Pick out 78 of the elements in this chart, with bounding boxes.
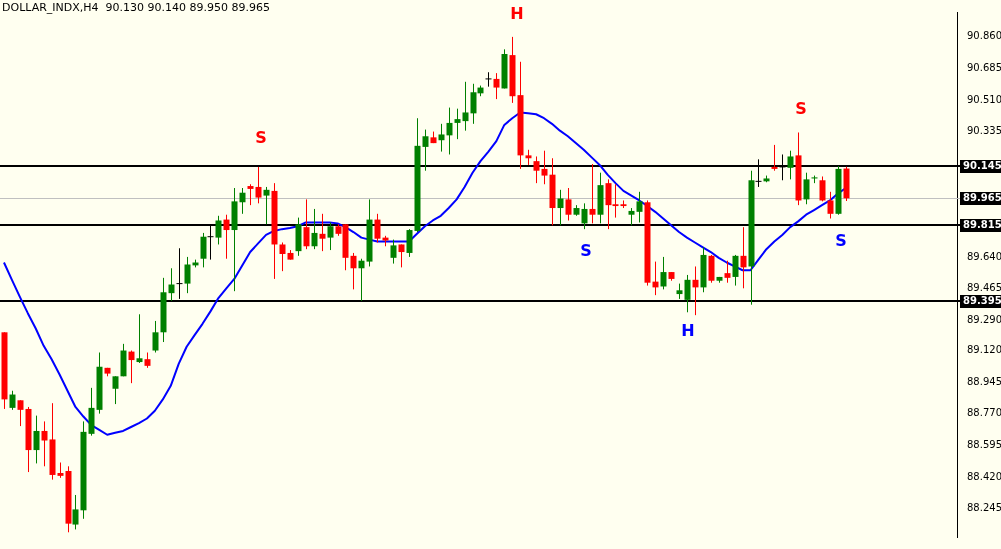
- chart-title: DOLLAR_INDX,H4 90.130 90.140 89.950 89.965: [2, 1, 270, 15]
- annotation: S: [580, 241, 592, 261]
- candlestick: [454, 108, 461, 140]
- candlestick: [255, 166, 262, 204]
- y-tick-label: 90.510: [967, 93, 1001, 105]
- candlestick: [33, 415, 40, 464]
- candlestick: [72, 494, 79, 530]
- annotation: S: [835, 231, 847, 251]
- candlestick: [827, 191, 834, 219]
- candlestick: [239, 187, 246, 215]
- candlestick: [684, 274, 691, 313]
- ref-line-label: 89.965: [963, 192, 1001, 204]
- y-tick-label: 89.290: [967, 313, 1001, 325]
- candlestick: [819, 175, 826, 202]
- candlestick: [462, 81, 469, 132]
- candlestick: [557, 189, 564, 226]
- y-tick-label: 90.335: [967, 125, 1001, 137]
- annotation: H: [510, 4, 524, 24]
- y-tick-label: 88.945: [967, 375, 1001, 387]
- candlestick: [533, 155, 540, 184]
- candlestick: [152, 320, 159, 353]
- candlestick: [446, 107, 453, 155]
- candlestick: [374, 213, 381, 243]
- candlestick: [422, 129, 429, 172]
- candlestick: [358, 258, 365, 302]
- candlestick: [112, 375, 119, 405]
- candlestick: [660, 256, 667, 290]
- candlestick: [493, 72, 500, 100]
- candlestick: [200, 232, 207, 268]
- candlestick: [541, 150, 548, 185]
- candlestick: [740, 226, 747, 289]
- candlestick: [128, 350, 135, 384]
- candlestick: [485, 71, 492, 88]
- candlestick: [692, 265, 699, 316]
- candlestick: [168, 267, 175, 302]
- candlestick: [398, 243, 405, 268]
- candlestick: [184, 256, 191, 294]
- candlestick: [636, 191, 643, 223]
- candlestick: [319, 213, 326, 252]
- candlestick: [589, 163, 596, 224]
- y-tick-label: 88.420: [967, 470, 1001, 482]
- y-tick-label: 88.245: [967, 502, 1001, 514]
- candlestick: [279, 241, 286, 272]
- annotation: S: [255, 128, 267, 148]
- candlestick: [311, 208, 318, 250]
- annotation: S: [795, 99, 807, 119]
- candlestick: [803, 172, 810, 205]
- candlestick: [9, 390, 16, 411]
- candlestick: [581, 202, 588, 230]
- candlestick: [247, 183, 254, 206]
- ref-line-label: 89.395: [963, 295, 1001, 307]
- y-tick-label: 90.685: [967, 62, 1001, 74]
- ref-line-label: 89.815: [963, 219, 1001, 231]
- y-tick-label: 89.465: [967, 282, 1001, 294]
- candlestick: [406, 228, 413, 258]
- y-tick-label: 90.860: [967, 30, 1001, 42]
- candlestick: [771, 144, 778, 172]
- candlestick: [136, 313, 143, 364]
- candlestick: [350, 252, 357, 290]
- candlestick: [263, 186, 270, 225]
- candlestick: [724, 260, 731, 284]
- candlestick: [565, 187, 572, 221]
- candlestick: [390, 239, 397, 265]
- candlestick: [41, 420, 48, 467]
- candlestick: [438, 123, 445, 153]
- candlestick: [732, 254, 739, 287]
- candlestick: [223, 214, 230, 260]
- y-tick-label: 88.595: [967, 438, 1001, 450]
- y-tick-label: 89.120: [967, 344, 1001, 356]
- candlestick: [215, 215, 222, 245]
- ref-line-label: 90.145: [963, 160, 1001, 172]
- y-tick-label: 89.640: [967, 250, 1001, 262]
- annotation: H: [681, 321, 695, 341]
- candlestick: [17, 399, 24, 427]
- candlestick: [303, 198, 310, 250]
- candlestick: [327, 221, 334, 251]
- candlestick: [787, 150, 794, 180]
- y-tick-label: 88.770: [967, 407, 1001, 419]
